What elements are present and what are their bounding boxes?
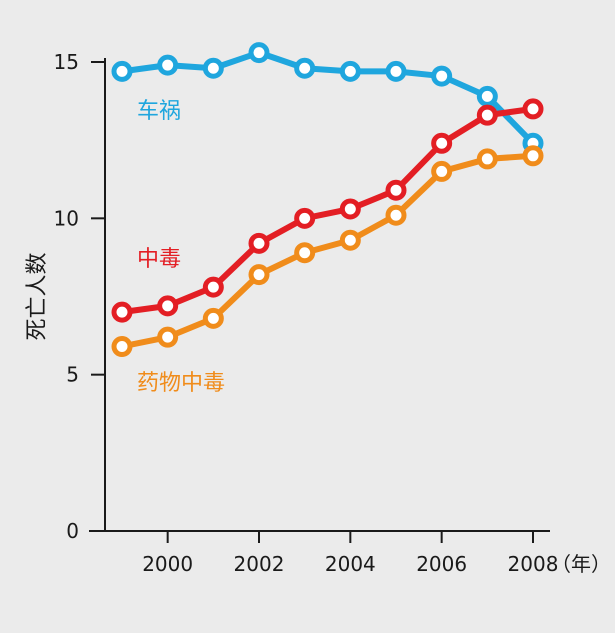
data-point [476,148,498,170]
series-label: 中毒 [137,247,181,272]
series-0: 车祸 [111,42,544,154]
data-point [202,307,224,329]
y-ticks: 0 5 10 15 [54,50,105,543]
data-point [339,198,361,220]
y-tick-label: 10 [54,206,79,230]
y-axis-title: 死亡人数 [25,252,50,340]
data-point [294,207,316,229]
x-ticks: 2000 2002 2004 2006 2008 [142,531,558,576]
data-point [294,57,316,79]
x-tick-label: 2006 [416,552,467,576]
data-point [385,204,407,226]
series-label: 药物中毒 [137,371,225,396]
x-tick-label: 2002 [234,552,285,576]
y-tick-label: 0 [66,519,79,543]
series-1: 中毒 [111,98,544,323]
data-point [248,264,270,286]
data-point [522,145,544,167]
data-point [202,57,224,79]
data-point [522,98,544,120]
data-point [339,229,361,251]
x-tick-label: 2008 [508,552,559,576]
data-point [202,276,224,298]
data-point [385,60,407,82]
data-point [111,336,133,358]
series-line [119,152,536,350]
data-point [431,65,453,87]
data-point [476,85,498,107]
x-tick-label: 2004 [325,552,376,576]
x-tick-label: 2000 [142,552,193,576]
data-point [157,295,179,317]
data-point [476,104,498,126]
data-point [157,54,179,76]
y-tick-label: 15 [54,50,79,74]
data-point [248,232,270,254]
data-point [248,42,270,64]
data-point [157,326,179,348]
data-point [431,132,453,154]
data-point [294,242,316,264]
data-point [431,160,453,182]
series-line [119,49,536,147]
series-label: 车祸 [137,99,181,124]
series-line [119,105,536,316]
y-tick-label: 5 [66,363,79,387]
data-point [111,60,133,82]
series-2: 药物中毒 [111,145,544,396]
data-point [339,60,361,82]
axes [89,58,550,532]
x-unit-label: （年） [551,552,611,576]
data-point [111,301,133,323]
data-point [385,179,407,201]
